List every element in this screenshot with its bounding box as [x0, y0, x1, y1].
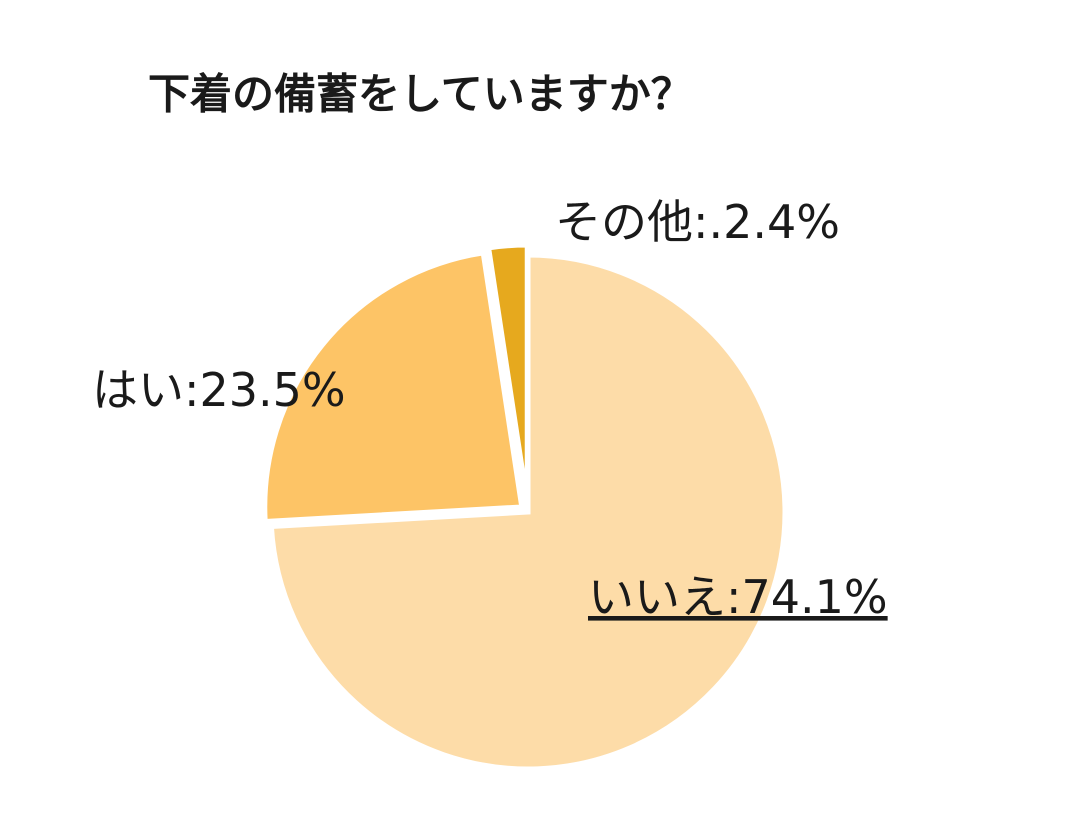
slice-label: はい:23.5%: [92, 363, 346, 417]
category-label: いいえ: [588, 570, 726, 624]
value-label: 23.5%: [200, 363, 346, 417]
value-label: 74.1%: [742, 570, 888, 624]
pie-slice: [262, 250, 525, 525]
chart-title: 下着の備蓄をしていますか？: [148, 70, 693, 119]
category-label: はい: [92, 363, 184, 417]
pie-slice: [485, 242, 530, 503]
slice-label: いいえ:74.1%: [588, 570, 888, 624]
label-separator: :: [693, 195, 709, 249]
category-label: その他: [555, 195, 693, 249]
label-separator: :: [726, 570, 742, 624]
value-label: .2.4%: [709, 195, 841, 249]
pie-slice: [268, 252, 788, 772]
slice-label: その他:.2.4%: [555, 195, 840, 249]
label-separator: :: [184, 363, 200, 417]
